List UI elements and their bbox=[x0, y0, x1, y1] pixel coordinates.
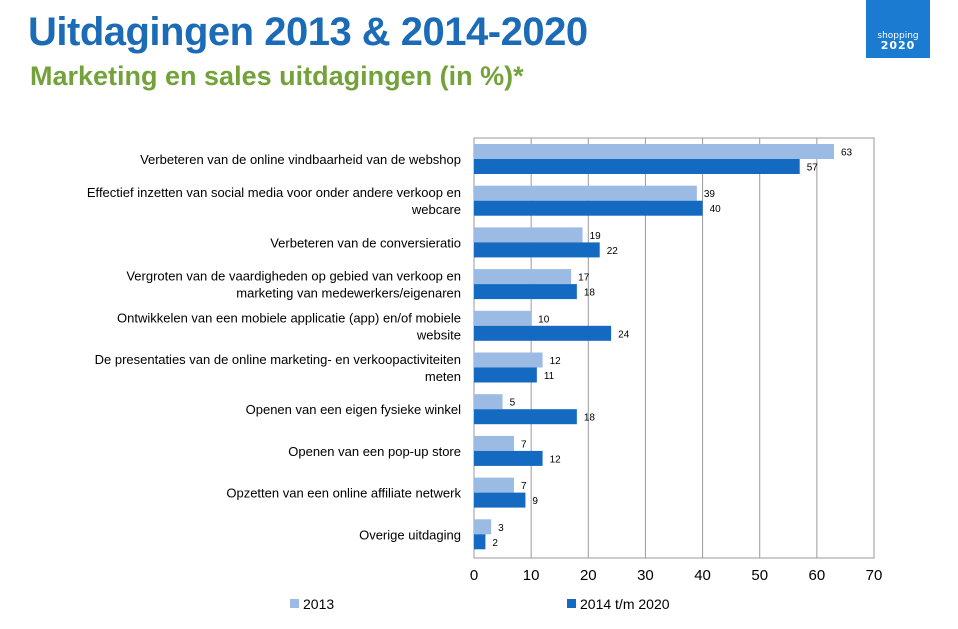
legend-swatch-2013 bbox=[290, 599, 299, 608]
bar-2014-2020 bbox=[474, 367, 537, 383]
data-label: 5 bbox=[510, 398, 516, 409]
bar-2013 bbox=[474, 435, 515, 451]
category-label: Opzetten van een online affiliate netwer… bbox=[226, 486, 461, 501]
bar-2013 bbox=[474, 269, 572, 285]
data-label: 2 bbox=[492, 538, 498, 549]
bar-2014-2020 bbox=[474, 409, 577, 425]
data-label: 7 bbox=[521, 481, 527, 492]
data-label: 7 bbox=[521, 439, 527, 450]
data-label: 22 bbox=[607, 246, 619, 257]
bar-2014-2020 bbox=[474, 492, 526, 508]
bar-2013 bbox=[474, 144, 835, 159]
data-label: 9 bbox=[532, 496, 538, 507]
legend-label: 2014 t/m 2020 bbox=[580, 596, 670, 612]
category-label: marketing van medewerkers/eigenaren bbox=[236, 286, 461, 301]
bar-2014-2020 bbox=[474, 242, 600, 258]
data-label: 19 bbox=[590, 231, 602, 242]
bar-2013 bbox=[474, 185, 697, 201]
category-label: Openen van een pop-up store bbox=[288, 444, 461, 459]
plot-frame bbox=[473, 137, 875, 559]
logo-text-bottom: 2020 bbox=[880, 39, 916, 52]
data-label: 11 bbox=[544, 371, 555, 382]
bar-2013 bbox=[474, 352, 543, 368]
data-label: 40 bbox=[710, 204, 722, 215]
slide-title: Uitdagingen 2013 & 2014-2020 bbox=[28, 10, 588, 54]
logo-text-top: shopping bbox=[877, 31, 919, 41]
x-tick-label: 20 bbox=[580, 567, 597, 584]
category-label: Verbeteren van de online vindbaarheid va… bbox=[140, 152, 461, 167]
category-label: Openen van een eigen fysieke winkel bbox=[246, 402, 461, 417]
x-tick-label: 10 bbox=[523, 567, 540, 584]
x-tick-label: 0 bbox=[470, 567, 478, 584]
category-label: webcare bbox=[411, 202, 461, 217]
data-label: 10 bbox=[538, 314, 550, 325]
data-label: 24 bbox=[618, 329, 630, 340]
category-label: Ontwikkelen van een mobiele applicatie (… bbox=[117, 310, 461, 325]
bar-2013 bbox=[474, 310, 532, 326]
data-label: 3 bbox=[498, 523, 504, 534]
data-label: 63 bbox=[841, 148, 853, 159]
data-label: 12 bbox=[550, 454, 562, 465]
data-label: 39 bbox=[704, 189, 716, 200]
bar-2014-2020 bbox=[474, 200, 703, 216]
category-label: Effectief inzetten van social media voor… bbox=[87, 185, 461, 200]
bar-2013 bbox=[474, 394, 503, 410]
legend-label: 2013 bbox=[303, 596, 334, 612]
data-label: 18 bbox=[584, 413, 596, 424]
bar-2014-2020 bbox=[474, 534, 486, 550]
x-tick-label: 30 bbox=[637, 567, 654, 584]
category-label: Verbeteren van de conversieratio bbox=[270, 235, 461, 250]
legend-swatch-2014-2020 bbox=[567, 599, 576, 608]
category-label: website bbox=[416, 327, 461, 342]
x-tick-label: 40 bbox=[694, 567, 711, 584]
category-label: meten bbox=[425, 369, 461, 384]
category-label: De presentaties van de online marketing-… bbox=[95, 352, 461, 367]
bar-2014-2020 bbox=[474, 450, 543, 466]
x-tick-label: 70 bbox=[866, 567, 883, 584]
data-label: 18 bbox=[584, 288, 596, 299]
category-label: Vergroten van de vaardigheden op gebied … bbox=[126, 269, 461, 284]
bar-2013 bbox=[474, 519, 492, 535]
category-label: Overige uitdaging bbox=[359, 527, 461, 542]
slide-subtitle: Marketing en sales uitdagingen (in %)* bbox=[30, 61, 524, 91]
x-tick-label: 60 bbox=[809, 567, 826, 584]
shopping-2020-logo: shopping 2020 bbox=[866, 0, 930, 58]
bar-2014-2020 bbox=[474, 284, 577, 300]
data-label: 57 bbox=[807, 163, 819, 174]
bar-2013 bbox=[474, 227, 583, 243]
bar-2013 bbox=[474, 477, 515, 493]
bar-2014-2020 bbox=[474, 325, 612, 341]
data-label: 12 bbox=[550, 356, 562, 367]
bar-2014-2020 bbox=[474, 159, 800, 174]
x-tick-label: 50 bbox=[751, 567, 768, 584]
data-label: 17 bbox=[578, 273, 590, 284]
